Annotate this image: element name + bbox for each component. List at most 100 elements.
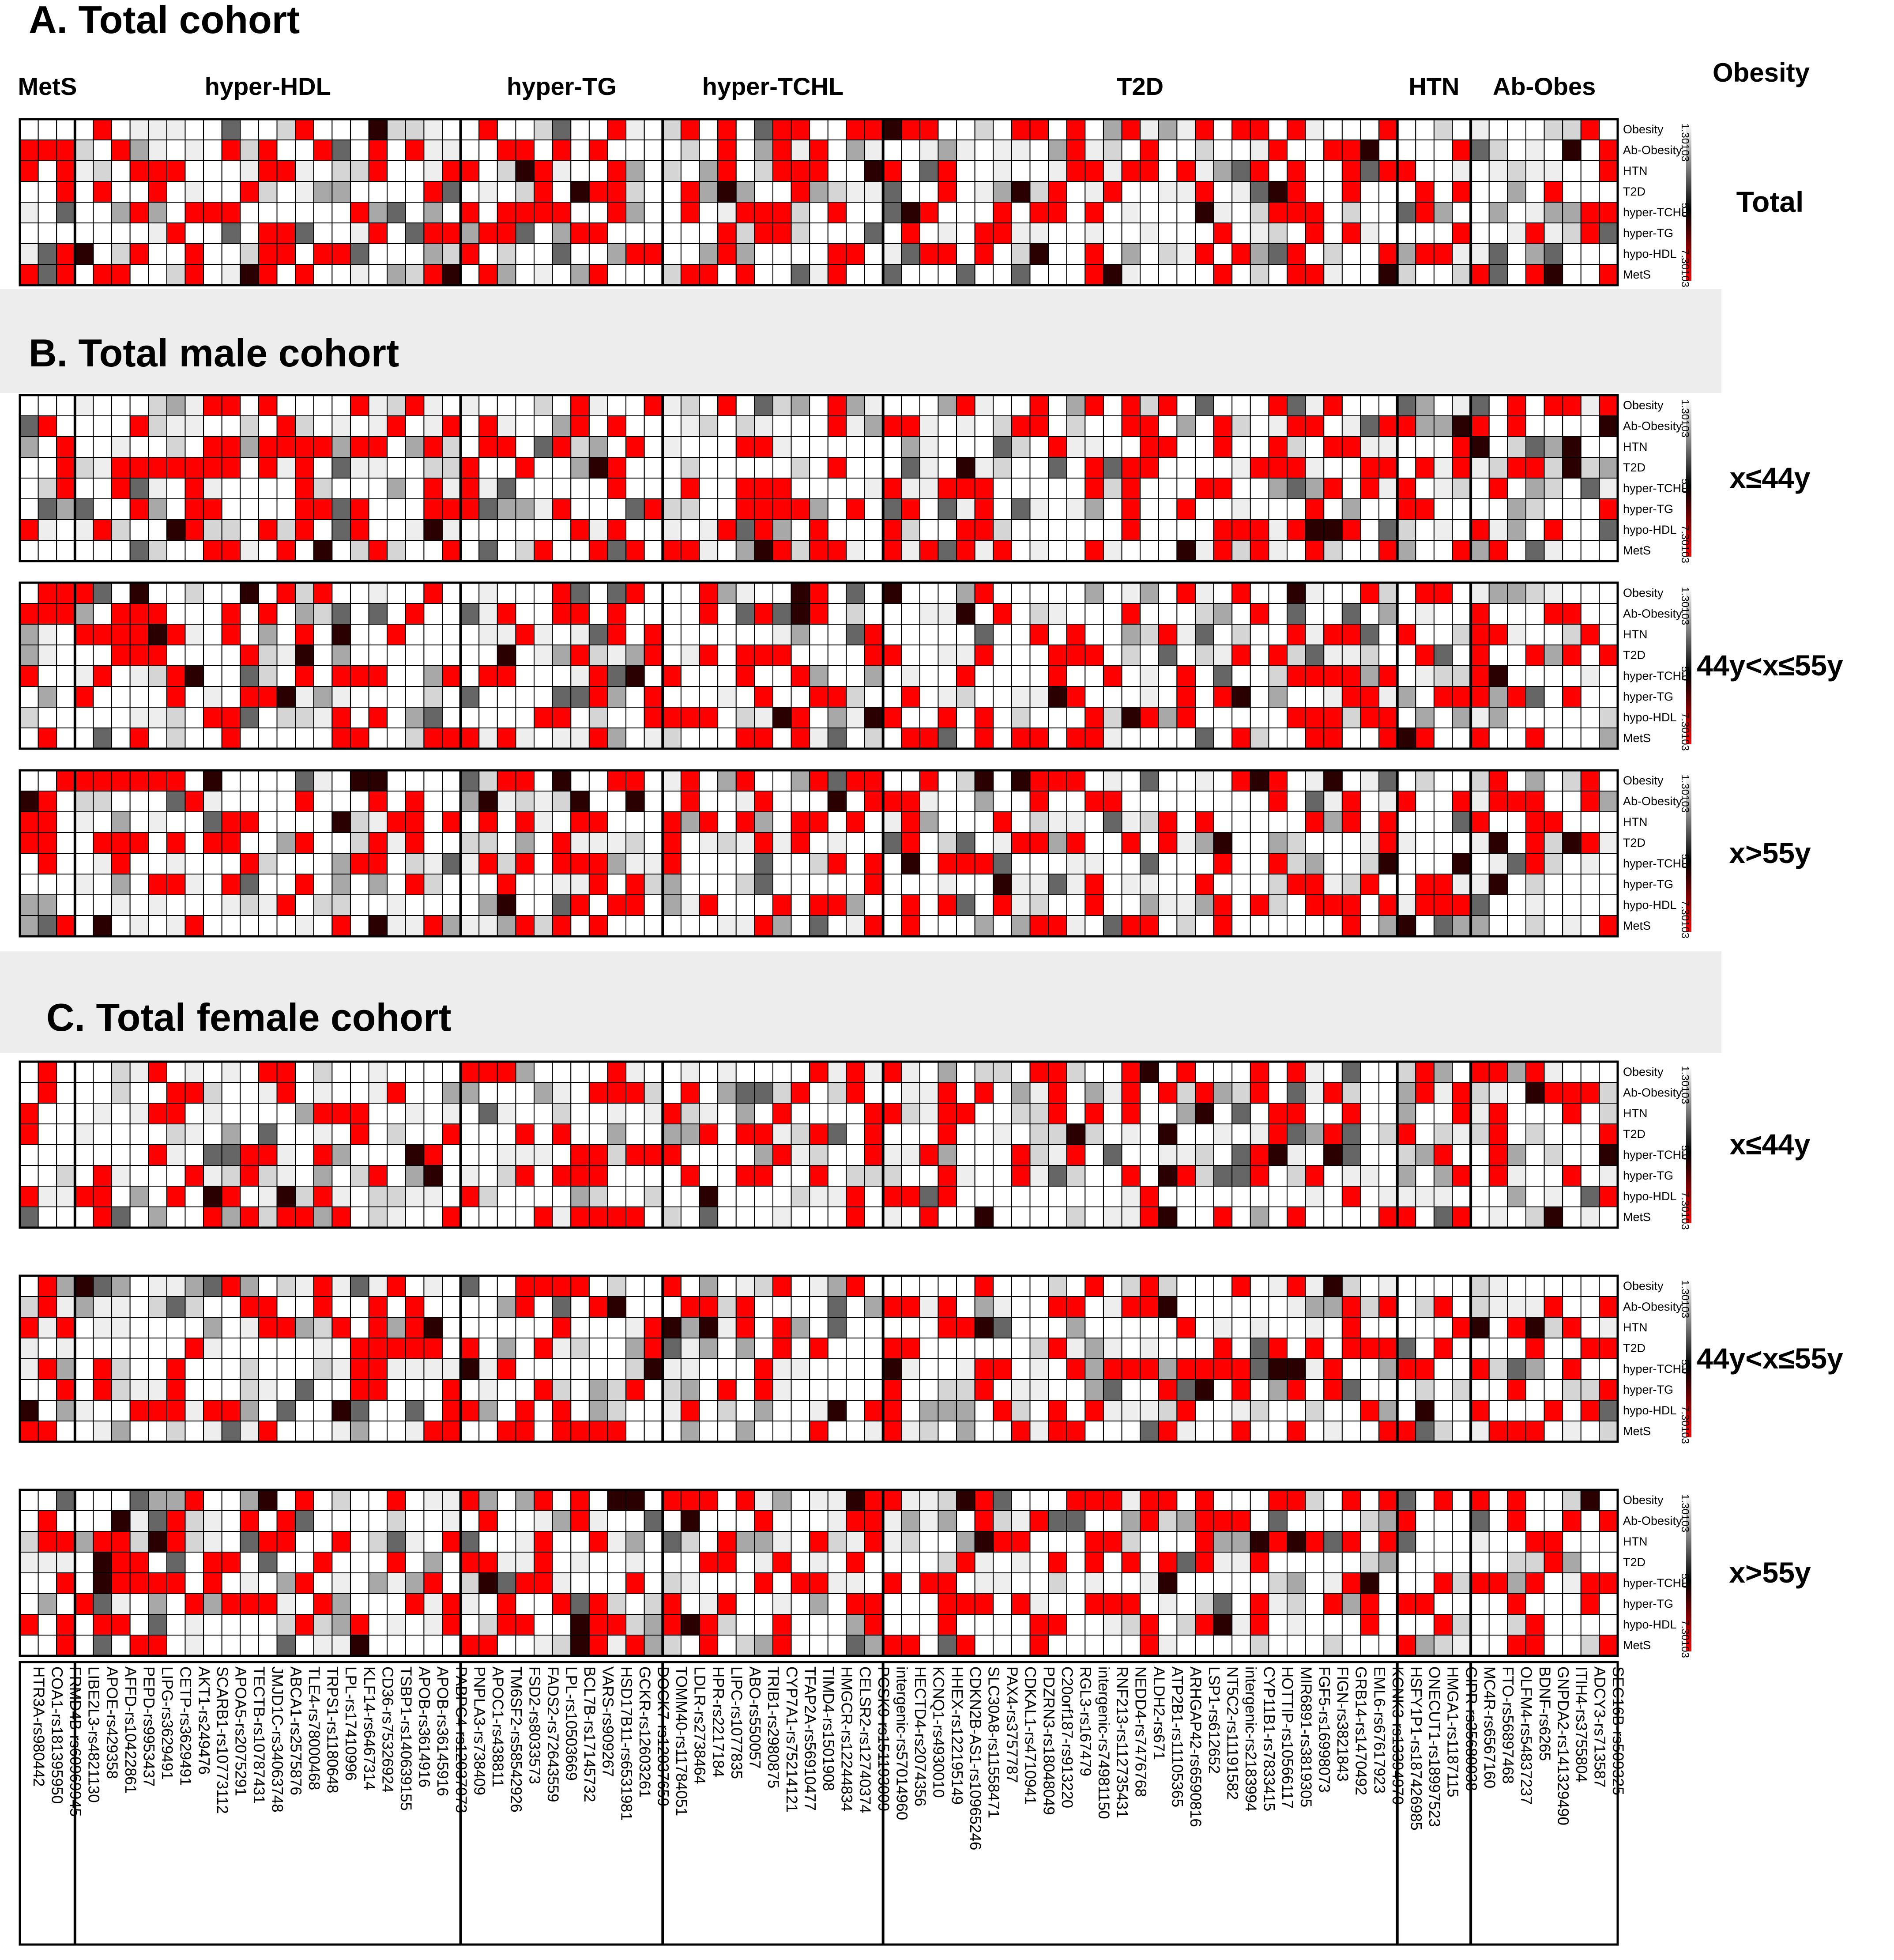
- heatmap-cell: [534, 791, 553, 812]
- heatmap-cell: [846, 603, 866, 625]
- heatmap-cell: [423, 1317, 443, 1338]
- heatmap-cell: [993, 1296, 1012, 1318]
- heatmap-cell: [1544, 1489, 1563, 1511]
- heatmap-cell: [185, 874, 204, 895]
- heatmap-cell: [1562, 645, 1581, 666]
- heatmap-cell: [460, 478, 480, 499]
- heatmap-cell: [1507, 665, 1526, 687]
- heatmap-cell: [185, 1082, 204, 1104]
- heatmap-cell: [258, 395, 278, 416]
- heatmap-cell: [185, 1206, 204, 1228]
- heatmap-cell: [1029, 181, 1049, 203]
- heatmap-cell: [1231, 1317, 1251, 1338]
- heatmap-cell: [919, 395, 939, 416]
- heatmap-cell: [93, 1489, 113, 1511]
- heatmap-cell: [240, 1572, 259, 1594]
- heatmap-cell: [295, 1338, 314, 1359]
- heatmap-cell: [570, 832, 590, 854]
- heatmap-cell: [735, 624, 755, 645]
- heatmap-cell: [368, 1358, 388, 1380]
- heatmap-cell: [111, 624, 131, 645]
- heatmap-cell: [1360, 1358, 1380, 1380]
- heatmap-cell: [1525, 395, 1545, 416]
- heatmap-cell: [956, 1082, 975, 1104]
- heatmap-cell: [368, 811, 388, 833]
- heatmap-cell: [295, 415, 314, 437]
- heatmap-cell: [478, 119, 498, 140]
- heatmap-cell: [74, 1358, 94, 1380]
- heatmap-cell: [1029, 264, 1049, 286]
- heatmap-cell: [350, 1421, 369, 1442]
- heatmap-cell: [588, 811, 608, 833]
- heatmap-cell: [1048, 243, 1067, 265]
- heatmap-cell: [1213, 1379, 1233, 1401]
- heatmap-cell: [1250, 707, 1269, 728]
- heatmap-cell: [74, 519, 94, 541]
- heatmap-cell: [699, 1275, 719, 1297]
- heatmap-cell: [1011, 1593, 1031, 1615]
- heatmap-cell: [956, 1338, 975, 1359]
- heatmap-cell: [625, 119, 645, 140]
- row-label: HTN: [1623, 1535, 1648, 1548]
- heatmap-cell: [1029, 582, 1049, 604]
- heatmap-cell: [166, 457, 186, 479]
- heatmap-cell: [423, 894, 443, 916]
- heatmap-cell: [552, 1358, 572, 1380]
- heatmap-cell: [1176, 707, 1196, 728]
- heatmap-cell: [1029, 707, 1049, 728]
- heatmap-cell: [1580, 1510, 1600, 1532]
- heatmap-cell: [570, 645, 590, 666]
- heatmap-cell: [56, 1531, 75, 1553]
- heatmap-cell: [1158, 1552, 1178, 1573]
- heatmap-cell: [662, 707, 682, 728]
- heatmap-cell: [1231, 665, 1251, 687]
- scale-tick: 1.30103: [1679, 587, 1691, 625]
- heatmap-cell: [313, 1572, 333, 1594]
- heatmap-cell: [809, 139, 828, 161]
- heatmap-cell: [1176, 160, 1196, 182]
- heatmap-cell: [460, 624, 480, 645]
- heatmap-cell: [1213, 1510, 1233, 1532]
- heatmap-cell: [1525, 264, 1545, 286]
- heatmap-cell: [534, 1338, 553, 1359]
- heatmap-cell: [809, 181, 828, 203]
- heatmap-cell: [203, 1358, 222, 1380]
- heatmap-cell: [662, 770, 682, 792]
- heatmap-cell: [1599, 1421, 1619, 1442]
- heatmap-cell: [1507, 478, 1526, 499]
- heatmap-cell: [588, 160, 608, 182]
- heatmap-cell: [331, 139, 351, 161]
- heatmap-cell: [974, 139, 994, 161]
- heatmap-cell: [974, 1489, 994, 1511]
- heatmap-cell: [534, 222, 553, 244]
- heatmap-cell: [276, 791, 296, 812]
- heatmap-cell: [74, 603, 94, 625]
- heatmap-cell: [423, 603, 443, 625]
- heatmap-cell: [1397, 1379, 1416, 1401]
- heatmap-cell: [1580, 1614, 1600, 1636]
- heatmap-cell: [625, 853, 645, 874]
- heatmap-cell: [680, 915, 700, 937]
- row-label: hyper-TG: [1623, 878, 1673, 891]
- heatmap-cell: [1121, 1061, 1141, 1083]
- heatmap-cell: [846, 160, 866, 182]
- heatmap-cell: [717, 727, 737, 749]
- heatmap-cell: [1580, 519, 1600, 541]
- heatmap-cell: [1121, 1296, 1141, 1318]
- heatmap-cell: [662, 498, 682, 520]
- heatmap-cell: [1194, 770, 1214, 792]
- heatmap-cell: [442, 1552, 461, 1573]
- heatmap-cell: [717, 1144, 737, 1166]
- heatmap-cell: [240, 582, 259, 604]
- heatmap-cell: [735, 874, 755, 895]
- heatmap-cell: [754, 1123, 773, 1145]
- heatmap-cell: [534, 1296, 553, 1318]
- heatmap-cell: [38, 478, 57, 499]
- heatmap-cell: [460, 1400, 480, 1421]
- heatmap-cell: [607, 457, 627, 479]
- heatmap-cell: [350, 222, 369, 244]
- heatmap-cell: [846, 665, 866, 687]
- heatmap-cell: [956, 1489, 975, 1511]
- heatmap-cell: [1470, 1317, 1490, 1338]
- heatmap-cell: [1250, 1103, 1269, 1124]
